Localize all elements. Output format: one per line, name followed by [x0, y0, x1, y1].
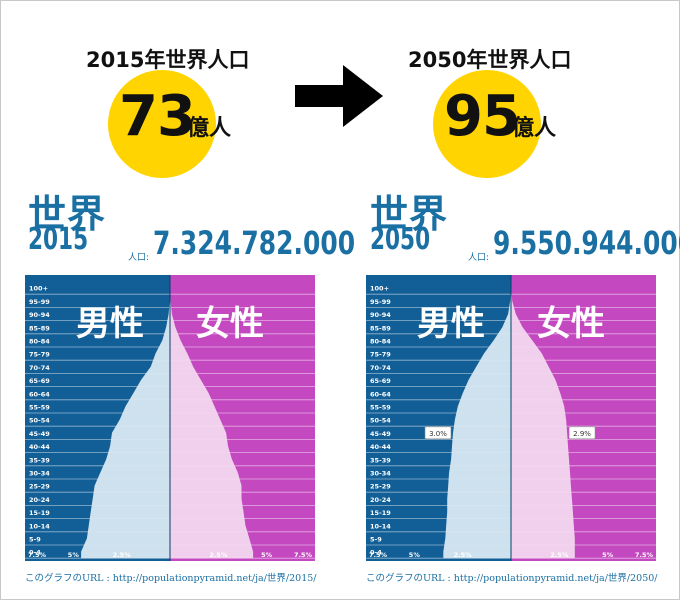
age-label: 65-69 — [370, 377, 391, 385]
age-label: 80-84 — [370, 338, 391, 346]
x-tick-label-right: 7.5% — [294, 551, 313, 559]
region-title-2015: 世界 — [28, 192, 107, 236]
age-label: 45-49 — [370, 430, 391, 438]
x-tick-label-left: 5% — [409, 551, 421, 559]
female-label: 女性 — [537, 304, 605, 344]
population-value-2050: 9.550.944.000 — [493, 224, 680, 262]
right-arrow-icon — [295, 65, 383, 127]
population-unit-2050: 億人 — [512, 116, 557, 141]
age-label: 85-89 — [370, 324, 391, 332]
year-title-2015: 2015 — [28, 222, 89, 257]
annotation-label: 3.0% — [429, 430, 447, 438]
male-label: 男性 — [417, 304, 485, 344]
x-tick-label-left: 2.5% — [454, 551, 473, 559]
population-unit-2015: 億人 — [187, 116, 232, 141]
age-label: 30-34 — [370, 470, 391, 478]
annotation-box — [568, 426, 596, 440]
age-label: 5-9 — [370, 536, 382, 544]
age-label: 65-69 — [29, 377, 50, 385]
age-label: 70-74 — [370, 364, 391, 372]
age-label: 50-54 — [370, 417, 391, 425]
male-pyramid — [81, 281, 170, 559]
age-label: 35-39 — [29, 456, 50, 464]
population-number-2050: 95 — [444, 84, 521, 149]
x-tick-label-right: 5% — [261, 551, 273, 559]
female-pyramid — [170, 281, 254, 559]
age-label: 75-79 — [29, 351, 50, 359]
age-label: 40-44 — [370, 443, 391, 451]
x-tick-label-left: 7.5% — [28, 551, 47, 559]
age-label: 55-59 — [370, 404, 391, 412]
age-label: 40-44 — [29, 443, 50, 451]
population-label-2050: 人口: — [468, 253, 490, 263]
x-tick-label-left: 5% — [68, 551, 80, 559]
yellow-circle-2015 — [108, 70, 216, 178]
region-title-2050: 世界 — [370, 192, 449, 236]
age-label: 90-94 — [370, 311, 391, 319]
population-pyramid-2050: 100+ 95-99 90-94 85-89 80-84 75-79 70-74 65-69 6… — [366, 275, 656, 561]
source-url-2050: このグラフのURL : http://populationpyramid.net… — [366, 573, 658, 584]
age-label: 10-14 — [370, 522, 391, 530]
age-label: 20-24 — [29, 496, 50, 504]
age-label: 35-39 — [370, 456, 391, 464]
age-label: 10-14 — [29, 522, 50, 530]
year-title-2050: 2050 — [370, 222, 431, 257]
male-label: 男性 — [76, 304, 144, 344]
x-tick-label-right: 2.5% — [550, 551, 569, 559]
age-label: 85-89 — [29, 324, 50, 332]
x-tick-label-right: 7.5% — [635, 551, 654, 559]
age-label: 25-29 — [370, 483, 391, 491]
population-value-2015: 7.324.782.000 — [153, 224, 356, 262]
age-label: 95-99 — [370, 298, 391, 306]
x-tick-label-left: 7.5% — [369, 551, 388, 559]
female-pyramid — [511, 281, 575, 559]
age-label: 15-19 — [370, 509, 391, 517]
age-label: 60-64 — [29, 390, 50, 398]
age-label: 100+ — [29, 285, 48, 293]
age-label: 55-59 — [29, 404, 50, 412]
age-label: 70-74 — [29, 364, 50, 372]
age-label: 80-84 — [29, 338, 50, 346]
age-label: 90-94 — [29, 311, 50, 319]
age-label: 0-4 — [370, 549, 382, 557]
age-label: 60-64 — [370, 390, 391, 398]
age-label: 0-4 — [29, 549, 41, 557]
female-label: 女性 — [196, 304, 264, 344]
age-label: 50-54 — [29, 417, 50, 425]
age-label: 15-19 — [29, 509, 50, 517]
age-label: 25-29 — [29, 483, 50, 491]
population-label-2015: 人口: — [128, 253, 150, 263]
age-label: 95-99 — [29, 298, 50, 306]
yellow-circle-2050 — [433, 70, 541, 178]
headline-2050: 2050年世界人口 — [408, 48, 572, 72]
x-tick-label-right: 5% — [602, 551, 614, 559]
age-label: 20-24 — [370, 496, 391, 504]
population-number-2015: 73 — [119, 84, 196, 149]
source-url-2015: このグラフのURL : http://populationpyramid.net… — [25, 573, 317, 584]
x-tick-label-right: 2.5% — [209, 551, 228, 559]
x-tick-label-left: 2.5% — [113, 551, 132, 559]
age-label: 5-9 — [29, 536, 41, 544]
population-pyramid-2015: 100+ 95-99 90-94 85-89 80-84 75-79 70-74 65-69 6… — [25, 275, 315, 561]
male-pyramid — [443, 281, 511, 559]
annotation-box — [424, 426, 452, 440]
age-label: 30-34 — [29, 470, 50, 478]
age-label: 45-49 — [29, 430, 50, 438]
age-label: 75-79 — [370, 351, 391, 359]
annotation-label: 2.9% — [573, 430, 591, 438]
headline-2015: 2015年世界人口 — [86, 48, 250, 72]
age-label: 100+ — [370, 285, 389, 293]
